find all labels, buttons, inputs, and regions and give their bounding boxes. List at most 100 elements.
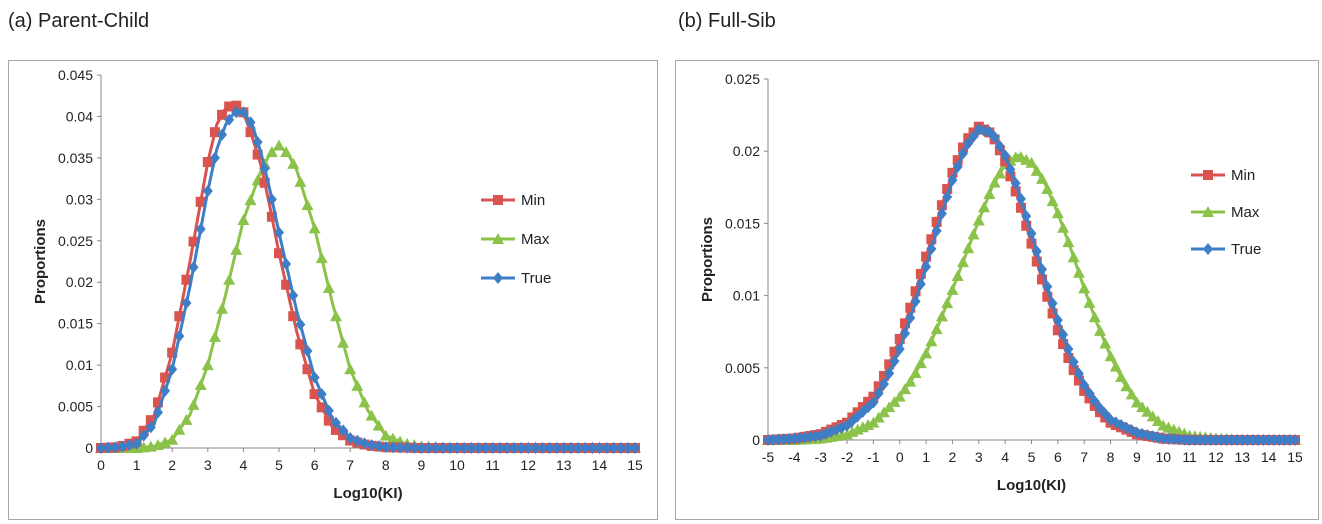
marker-true <box>580 442 591 454</box>
marker-true <box>601 442 612 454</box>
marker-max <box>1046 195 1059 207</box>
marker-max <box>1072 266 1085 278</box>
marker-true <box>466 442 477 454</box>
marker-min <box>167 347 178 358</box>
marker-min <box>316 402 327 413</box>
marker-min <box>274 248 284 259</box>
marker-min <box>259 177 270 188</box>
marker-max <box>230 243 243 255</box>
marker-true <box>1052 314 1063 327</box>
y-tick-label: 0.04 <box>66 108 93 124</box>
y-tick-label: 0.005 <box>58 399 93 415</box>
marker-true <box>968 130 979 143</box>
x-axis-label: Log10(KI) <box>333 485 402 502</box>
marker-max <box>1036 172 1049 184</box>
marker-max <box>287 157 300 169</box>
marker-true <box>1242 434 1253 446</box>
marker-max <box>951 269 964 281</box>
marker-true <box>1279 434 1290 446</box>
marker-true <box>768 433 779 446</box>
marker-true <box>259 162 270 175</box>
marker-true <box>209 151 220 164</box>
marker-true <box>395 441 406 454</box>
marker-min <box>330 424 341 435</box>
marker-max <box>180 413 193 425</box>
x-tick-label: 8 <box>1107 449 1115 465</box>
marker-true <box>1010 177 1021 190</box>
marker-true <box>160 384 171 397</box>
marker-min <box>188 236 199 247</box>
chart-b-frame: 0 0.005 0.01 0.015 0.02 0.025 -5 -4 -3 -2 -1 0 1 2 3 4 5… <box>675 60 1319 520</box>
marker-min <box>921 251 932 262</box>
marker-max <box>1115 371 1128 383</box>
marker-max <box>1099 337 1112 349</box>
marker-max <box>904 375 917 387</box>
marker-true <box>1158 432 1169 445</box>
y-tick-label: 0.025 <box>58 233 93 249</box>
marker-min <box>152 397 163 408</box>
marker-true <box>103 441 114 454</box>
marker-true <box>1226 434 1237 446</box>
marker-true <box>565 442 576 454</box>
y-tick-label: 0.045 <box>58 67 93 83</box>
marker-true <box>459 442 470 454</box>
marker-max <box>358 396 371 408</box>
marker-true <box>1174 433 1185 446</box>
marker-true <box>167 363 178 376</box>
marker-max <box>967 228 980 240</box>
legend-label: Min <box>1231 167 1255 184</box>
marker-min <box>905 302 916 313</box>
marker-max <box>1057 221 1070 233</box>
marker-true <box>1031 245 1042 258</box>
x-tick-label: 15 <box>627 457 643 473</box>
marker-true <box>1210 434 1221 446</box>
marker-true <box>1274 434 1285 446</box>
marker-true <box>894 343 905 356</box>
marker-true <box>1037 263 1048 276</box>
marker-true <box>444 442 455 454</box>
marker-true <box>537 442 548 454</box>
marker-true <box>387 441 398 454</box>
marker-true <box>973 123 984 136</box>
x-tick-label: 2 <box>168 457 176 473</box>
marker-true <box>338 424 349 437</box>
marker-true <box>763 434 773 446</box>
x-tick-label: 2 <box>949 449 957 465</box>
marker-max <box>329 310 342 322</box>
x-tick-label: -2 <box>841 449 854 465</box>
y-tick-label: 0.015 <box>58 316 93 332</box>
marker-true <box>1015 192 1026 205</box>
marker-min <box>894 333 905 344</box>
marker-true <box>815 429 826 442</box>
marker-max <box>322 282 335 294</box>
marker-max <box>1151 414 1164 426</box>
marker-min <box>245 127 256 138</box>
marker-true <box>551 442 562 454</box>
marker-true <box>1089 395 1100 408</box>
marker-true <box>416 442 427 454</box>
marker-min <box>145 415 156 426</box>
marker-true <box>423 442 434 454</box>
marker-max <box>899 383 912 395</box>
y-tick-label: 0.01 <box>733 288 760 304</box>
marker-true <box>508 442 519 454</box>
marker-true <box>1042 280 1053 293</box>
marker-true <box>266 193 277 206</box>
marker-min <box>1058 339 1069 350</box>
marker-max <box>223 273 236 285</box>
marker-min <box>302 364 313 375</box>
marker-max <box>173 423 186 435</box>
marker-max <box>978 201 991 213</box>
marker-true <box>124 439 135 452</box>
marker-true <box>96 442 106 454</box>
series-true <box>96 106 640 454</box>
marker-true <box>523 442 534 454</box>
legend-marker <box>492 233 504 244</box>
marker-true <box>573 442 584 454</box>
x-tick-label: 10 <box>449 457 465 473</box>
marker-max <box>315 252 328 264</box>
marker-true <box>1084 387 1095 400</box>
marker-max <box>941 297 954 309</box>
marker-min <box>873 381 884 392</box>
x-tick-label: 8 <box>382 457 390 473</box>
